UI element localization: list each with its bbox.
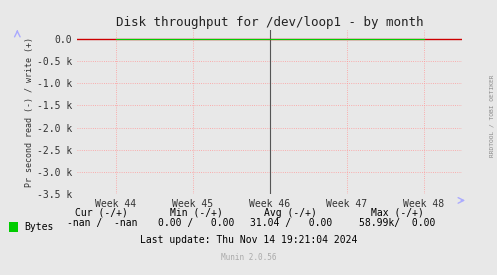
- Title: Disk throughput for /dev/loop1 - by month: Disk throughput for /dev/loop1 - by mont…: [116, 16, 423, 29]
- Text: 58.99k/  0.00: 58.99k/ 0.00: [359, 218, 436, 228]
- Text: -nan /  -nan: -nan / -nan: [67, 218, 137, 228]
- Text: 31.04 /   0.00: 31.04 / 0.00: [249, 218, 332, 228]
- Text: Last update: Thu Nov 14 19:21:04 2024: Last update: Thu Nov 14 19:21:04 2024: [140, 235, 357, 244]
- Text: Bytes: Bytes: [24, 222, 53, 232]
- Text: Min (-/+): Min (-/+): [170, 208, 223, 218]
- Text: Cur (-/+): Cur (-/+): [76, 208, 128, 218]
- Text: Munin 2.0.56: Munin 2.0.56: [221, 253, 276, 262]
- Text: Avg (-/+): Avg (-/+): [264, 208, 317, 218]
- Text: 0.00 /   0.00: 0.00 / 0.00: [158, 218, 235, 228]
- Text: Max (-/+): Max (-/+): [371, 208, 424, 218]
- Y-axis label: Pr second read (-) / write (+): Pr second read (-) / write (+): [25, 37, 34, 187]
- Text: RRDTOOL / TOBI OETIKER: RRDTOOL / TOBI OETIKER: [490, 74, 495, 157]
